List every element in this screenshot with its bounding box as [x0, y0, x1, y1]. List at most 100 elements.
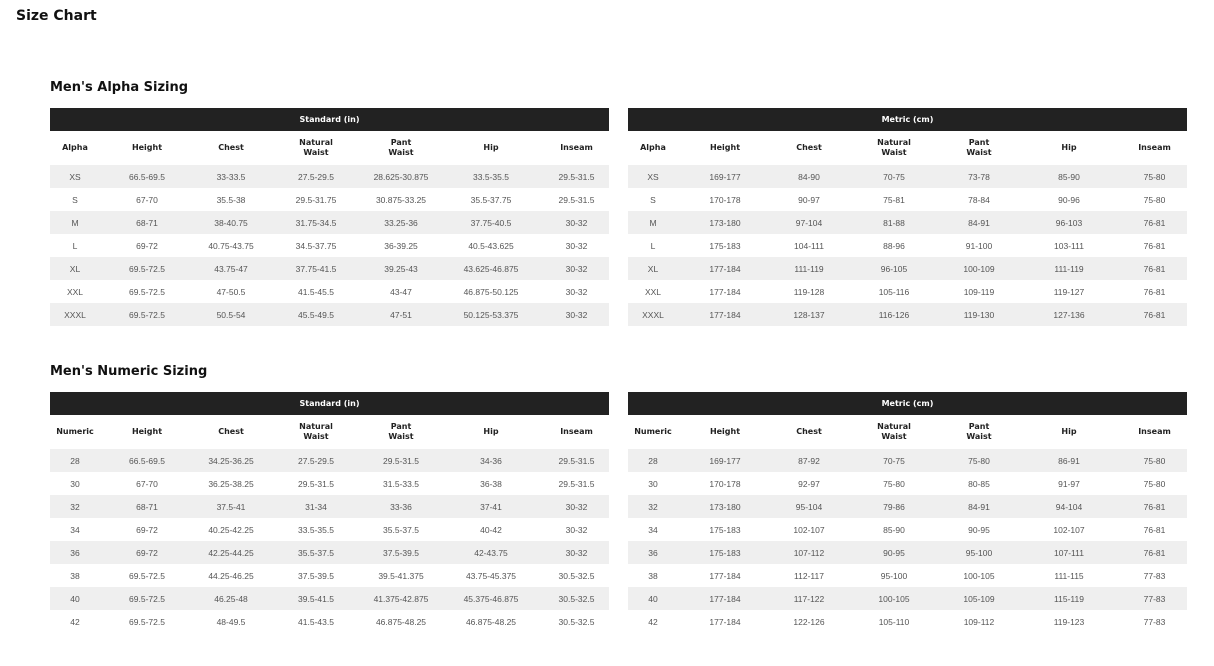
- table-cell: 84-91: [968, 501, 990, 512]
- table-cell: 31.5-33.5: [383, 478, 419, 489]
- table-cell: 38-40.75: [214, 217, 248, 228]
- table-row: XXL 69.5-72.5 47-50.5 41.5-45.5 43-47 46.875-…: [50, 280, 609, 303]
- table-cell: M: [649, 217, 657, 228]
- column-header: Natural Waist: [877, 422, 911, 441]
- table-cell: 47-50.5: [216, 286, 246, 297]
- column-header: Chest: [796, 143, 822, 152]
- table-cell: 29.5-31.75: [295, 194, 337, 205]
- table-cell: 81-88: [883, 217, 905, 228]
- column-header: Height: [131, 427, 163, 436]
- table-cell: 46.875-50.125: [463, 286, 519, 297]
- table-cell: 32: [70, 501, 80, 512]
- table-cell: 30-32: [565, 309, 588, 320]
- table-header-row: Alpha Height Chest Natural Waist Pant Waist H…: [628, 131, 1187, 165]
- table-cell: 45.5-49.5: [298, 309, 334, 320]
- table-cell: 107-111: [1054, 547, 1084, 558]
- table-cell: XS: [69, 171, 81, 182]
- table-cell: XXL: [644, 286, 662, 297]
- table-cell: 30.5-32.5: [558, 570, 595, 581]
- size-table-metric-cm: Metric (cm) Alpha Height Chest Natural Waist…: [628, 108, 1187, 326]
- table-cell: 78-84: [968, 194, 990, 205]
- table-cell: 84-90: [798, 171, 820, 182]
- table-cell: 36: [648, 547, 658, 558]
- column-header: Pant Waist: [966, 422, 992, 441]
- table-cell: 91-97: [1058, 478, 1080, 489]
- table-cell: 69.5-72.5: [129, 263, 165, 274]
- table-cell: 70-75: [883, 455, 905, 466]
- table-cell: 100-105: [878, 593, 910, 604]
- table-cell: 29.5-31.5: [558, 194, 595, 205]
- table-row: L 175-183 104-111 88-96 91-100 103-111 76-81: [628, 234, 1187, 257]
- table-cell: 77-83: [1143, 593, 1166, 604]
- size-table-standard-in: Standard (in) Alpha Height Chest Natural Wai…: [50, 108, 609, 326]
- table-cell: 48-49.5: [216, 616, 246, 627]
- table-cell: 37-41: [480, 501, 502, 512]
- table-cell: 100-105: [963, 570, 995, 581]
- table-cell: 177-184: [709, 616, 741, 627]
- table-header-row: Numeric Height Chest Natural Waist Pant Wais…: [628, 415, 1187, 449]
- column-header: Natural Waist: [299, 422, 333, 441]
- table-cell: 75-80: [1143, 455, 1166, 466]
- table-cell: 76-81: [1143, 217, 1166, 228]
- table-cell: 111-119: [1054, 263, 1084, 274]
- table-row: M 173-180 97-104 81-88 84-91 96-103 76-81: [628, 211, 1187, 234]
- table-cell: 84-91: [968, 217, 990, 228]
- table-cell: 31-34: [305, 501, 327, 512]
- table-row: 40 69.5-72.5 46.25-48 39.5-41.5 41.375-42.87…: [50, 587, 609, 610]
- table-cell: 30.5-32.5: [558, 593, 595, 604]
- table-cell: 95-104: [795, 501, 823, 512]
- table-cell: 115-119: [1054, 593, 1084, 604]
- table-cell: 29.5-31.5: [383, 455, 419, 466]
- table-cell: 29.5-31.5: [298, 478, 334, 489]
- table-cell: 46.25-48: [214, 593, 248, 604]
- table-cell: 30-32: [565, 263, 588, 274]
- table-row: XXL 177-184 119-128 105-116 109-119 119-127 76…: [628, 280, 1187, 303]
- table-cell: 69-72: [136, 547, 158, 558]
- table-cell: 77-83: [1143, 570, 1166, 581]
- table-cell: 122-126: [793, 616, 825, 627]
- column-header: Chest: [218, 427, 244, 436]
- table-cell: 88-96: [883, 240, 905, 251]
- table-cell: 37.5-41: [216, 501, 246, 512]
- table-cell: 116-126: [878, 309, 910, 320]
- table-cell: 39.5-41.5: [298, 593, 334, 604]
- table-cell: 111-119: [794, 263, 824, 274]
- table-cell: 95-100: [965, 547, 993, 558]
- table-cell: 69.5-72.5: [129, 309, 165, 320]
- column-header: Height: [131, 143, 163, 152]
- table-cell: 37.5-39.5: [298, 570, 334, 581]
- table-cell: 169-177: [709, 171, 741, 182]
- table-cell: XXXL: [642, 309, 664, 320]
- table-cell: 40.5-43.625: [468, 240, 514, 251]
- table-cell: 29.5-31.5: [558, 455, 595, 466]
- table-cell: 37.75-41.5: [295, 263, 337, 274]
- table-cell: 117-122: [793, 593, 825, 604]
- table-cell: 43.625-46.875: [463, 263, 519, 274]
- table-cell: 30-32: [565, 286, 588, 297]
- table-cell: 177-184: [709, 263, 741, 274]
- table-cell: 36: [70, 547, 80, 558]
- table-cell: 70-75: [883, 171, 905, 182]
- table-cell: 46.875-48.25: [465, 616, 517, 627]
- table-cell: 43.75-45.375: [465, 570, 517, 581]
- table-cell: 40: [648, 593, 658, 604]
- table-row: XXXL 177-184 128-137 116-126 119-130 127-136 7…: [628, 303, 1187, 326]
- table-cell: 43-47: [390, 286, 412, 297]
- table-cell: 36.25-38.25: [208, 478, 254, 489]
- table-cell: 119-123: [1053, 616, 1085, 627]
- table-cell: 87-92: [798, 455, 820, 466]
- table-row: 36 175-183 107-112 90-95 95-100 107-111 76-81: [628, 541, 1187, 564]
- table-cell: 79-86: [883, 501, 905, 512]
- table-cell: 44.25-46.25: [208, 570, 254, 581]
- table-cell: 69-72: [136, 240, 158, 251]
- table-cell: 34: [70, 524, 80, 535]
- table-cell: 28.625-30.875: [373, 171, 429, 182]
- table-cell: L: [650, 240, 656, 251]
- table-cell: 69.5-72.5: [129, 570, 165, 581]
- table-cell: 69.5-72.5: [129, 593, 165, 604]
- table-cell: 30-32: [565, 547, 588, 558]
- table-cell: 30-32: [565, 217, 588, 228]
- table-cell: 127-136: [1053, 309, 1085, 320]
- table-cell: 30: [70, 478, 80, 489]
- table-cell: 34-36: [480, 455, 502, 466]
